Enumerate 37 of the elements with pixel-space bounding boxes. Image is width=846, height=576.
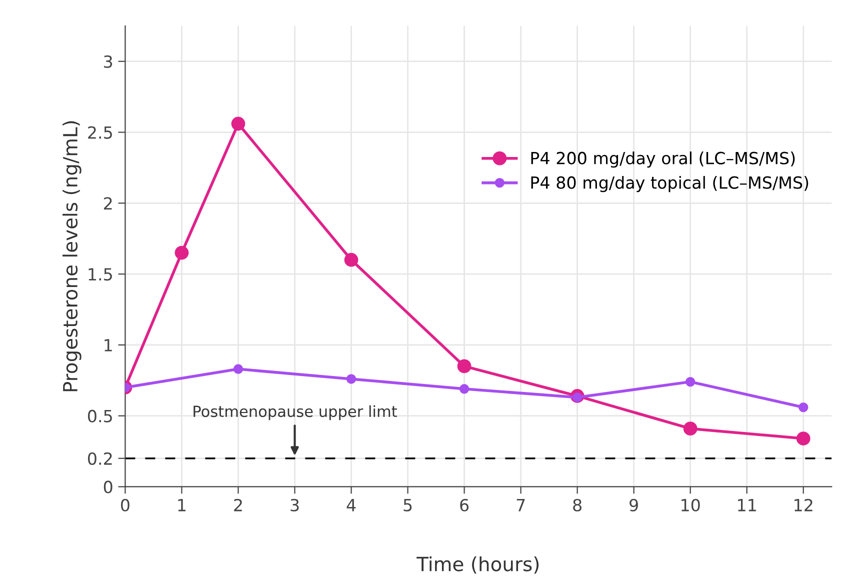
x-tick-label: 0 [121, 498, 130, 512]
x-tick-label: 2 [234, 498, 242, 512]
x-axis-title: Time (hours) [416, 556, 539, 574]
x-tick-label: 9 [630, 498, 638, 512]
point [459, 384, 470, 394]
y-tick-label: 2.5 [88, 126, 112, 139]
y-tick-label: 0.5 [88, 410, 112, 422]
x-tick-label: 4 [346, 499, 356, 512]
legend-label: P4 200 mg/day oral (LC–MS/MS) [531, 152, 795, 168]
x-tick-label: 10 [682, 498, 700, 512]
y-tick-label: 2 [104, 197, 112, 210]
y-tick-label: 0 [104, 480, 112, 494]
point [685, 376, 696, 387]
x-tick-label: 8 [573, 498, 582, 512]
point [798, 402, 808, 412]
x-tick-label: 3 [290, 498, 299, 512]
y-tick-label: 3 [104, 55, 112, 68]
x-tick-label: 1 [178, 499, 186, 512]
x-tick-label: 11 [738, 499, 756, 512]
legend-label: P4 80 mg/day topical (LC–MS/MS) [531, 176, 808, 192]
y-tick-label: 0.2 [88, 452, 112, 465]
point [683, 422, 698, 436]
x-tick-label: 6 [460, 498, 469, 512]
y-tick-label: 1 [104, 339, 112, 352]
x-tick-label: 7 [516, 499, 525, 512]
y-tick-label: 1.5 [88, 268, 112, 281]
point [346, 374, 356, 384]
point [231, 116, 246, 131]
point [796, 432, 810, 446]
annotation: Postmenopause upper limt [194, 405, 397, 420]
x-tick-label: 5 [404, 499, 412, 512]
x-tick-label: 12 [794, 498, 812, 512]
point [174, 246, 189, 260]
point [457, 359, 472, 374]
point [344, 252, 358, 267]
point [233, 364, 244, 374]
y-axis-title: Progesterone levels (ng/mL) [62, 121, 82, 392]
